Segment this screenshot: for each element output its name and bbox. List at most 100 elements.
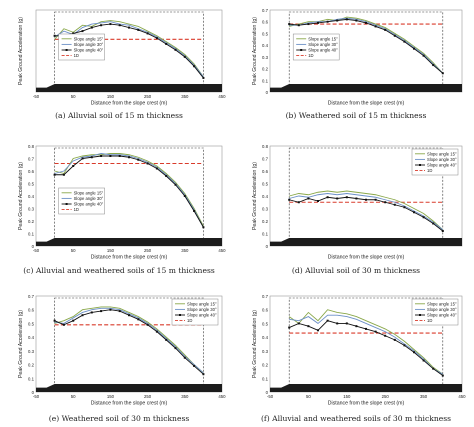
chart-panel-5: 0 0.1 0.2 0.3 0.4 0.5 0.6 0.7 -50 50 150 250 350 450 D…	[8, 290, 230, 426]
data-point-marker	[174, 48, 177, 51]
chart-svg-2: 0 0.1 0.2 0.3 0.4 0.5 0.6 0.7 Distance from the …	[252, 8, 463, 107]
legend-label: Slope angle 40°	[427, 313, 457, 318]
data-point-marker	[202, 226, 205, 229]
data-point-marker	[165, 175, 168, 177]
soil-profile-strip	[36, 84, 222, 92]
legend: Slope angle 15°Slope angle 30°Slope angl…	[292, 33, 340, 61]
y-tick-label: 0.1	[262, 232, 269, 237]
soil-profile-strip	[270, 238, 462, 246]
data-point-marker	[403, 40, 406, 43]
data-point-marker	[317, 329, 319, 332]
y-axis-label: Peak Ground Acceleration (g)	[18, 17, 24, 85]
data-point-marker	[100, 310, 103, 313]
y-tick-label: 0.3	[262, 207, 269, 212]
series-line-2	[289, 193, 444, 231]
y-tick-label: 0.8	[28, 144, 35, 149]
y-axis-label: Peak Ground Acceleration (g)	[18, 162, 24, 230]
y-tick-label: 0.7	[28, 157, 35, 162]
legend-label: Slope angle 15°	[74, 190, 104, 195]
data-point-marker	[155, 37, 158, 40]
data-point-marker	[336, 19, 339, 22]
legend-marker	[65, 203, 68, 205]
data-point-marker	[432, 367, 435, 370]
x-tick-label: -50	[33, 94, 40, 99]
soil-profile-strip	[270, 84, 462, 92]
y-tick-label: 0.1	[262, 376, 269, 381]
y-tick-label: 0.3	[262, 349, 269, 354]
data-point-marker	[62, 323, 65, 326]
x-tick-label: 250	[382, 394, 390, 399]
legend-label: Slope angle 30°	[74, 196, 104, 201]
data-point-marker	[53, 173, 56, 176]
legend-label: Slope angle 30°	[427, 307, 457, 312]
legend: Slope angle 15°Slope angle 30°Slope angl…	[411, 148, 459, 176]
series-line-1	[288, 309, 444, 375]
legend-label: 1D	[427, 318, 432, 323]
legend: Slope angle 15°Slope angle 30°Slope angl…	[411, 298, 459, 326]
data-point-marker	[317, 200, 319, 202]
data-point-marker	[374, 198, 377, 201]
data-point-marker	[413, 351, 415, 354]
data-point-marker	[193, 210, 196, 212]
legend-label: 1D	[308, 53, 313, 58]
y-tick-label: 0.1	[28, 376, 35, 381]
y-tick-label: 0	[32, 390, 35, 395]
y-tick-label: 0.5	[262, 31, 269, 36]
panel-caption: (a) Alluvial soil of 15 m thickness	[55, 111, 183, 120]
data-point-marker	[393, 203, 396, 206]
y-tick-label: 0.3	[28, 349, 35, 354]
data-point-marker	[326, 319, 329, 322]
x-tick-label: -50	[267, 394, 274, 399]
x-axis-label: Distance from the slope crest (m)	[328, 255, 405, 261]
chart-panel-3: 0 0.1 0.2 0.3 0.4 0.5 0.6 0.7 0.8 -50 50 150 250 350 4…	[8, 140, 230, 278]
legend-label: 1D	[427, 168, 432, 173]
data-point-marker	[118, 155, 121, 157]
model-boundary-box	[54, 11, 204, 87]
x-tick-label: 350	[181, 248, 189, 253]
legend-label: Slope angle 40°	[74, 48, 104, 53]
y-tick-label: 0.2	[28, 219, 35, 224]
legend-label: Slope angle 40°	[74, 202, 104, 207]
legend-label: Slope angle 30°	[308, 42, 338, 47]
x-tick-label: 350	[181, 394, 189, 399]
legend-label: 1D	[187, 318, 192, 323]
data-point-marker	[355, 197, 358, 200]
y-axis-label: Peak Ground Acceleration (g)	[18, 310, 24, 378]
legend-label: Slope angle 40°	[308, 48, 338, 53]
data-point-marker	[90, 311, 93, 314]
data-point-marker	[393, 34, 396, 37]
y-tick-label: 0.4	[28, 194, 35, 199]
data-point-marker	[118, 310, 121, 313]
data-point-marker	[441, 72, 444, 75]
y-tick-label: 0.6	[262, 20, 269, 25]
data-point-marker	[307, 325, 310, 328]
x-tick-label: 150	[343, 394, 351, 399]
data-point-marker	[183, 55, 186, 58]
data-point-marker	[81, 157, 84, 160]
data-point-marker	[307, 197, 310, 200]
data-point-marker	[355, 325, 358, 328]
x-tick-label: 450	[218, 248, 226, 253]
data-point-marker	[288, 198, 291, 201]
data-point-marker	[137, 318, 140, 321]
x-tick-label: -50	[33, 394, 40, 399]
x-tick-label: 450	[218, 394, 226, 399]
soil-profile-strip	[36, 384, 222, 392]
series-line-1	[54, 306, 204, 374]
y-axis-label: Peak Ground Acceleration (g)	[252, 162, 258, 230]
y-tick-label: 0	[266, 244, 269, 249]
data-point-marker	[165, 42, 168, 45]
series-line-2	[54, 307, 204, 374]
legend-label: Slope angle 15°	[427, 151, 457, 156]
y-tick-label: 0.7	[262, 157, 269, 162]
data-point-marker	[374, 25, 377, 28]
data-point-marker	[403, 344, 406, 347]
y-tick-label: 0.1	[28, 232, 35, 237]
x-tick-label: 50	[306, 394, 311, 399]
chart-svg-4: 0 0.1 0.2 0.3 0.4 0.5 0.6 0.7 0.8 Distance from t…	[252, 144, 463, 261]
data-point-marker	[62, 173, 65, 176]
data-point-marker	[100, 24, 103, 27]
y-tick-label: 0.7	[28, 294, 35, 299]
data-point-marker	[53, 34, 56, 37]
data-point-marker	[384, 28, 387, 31]
